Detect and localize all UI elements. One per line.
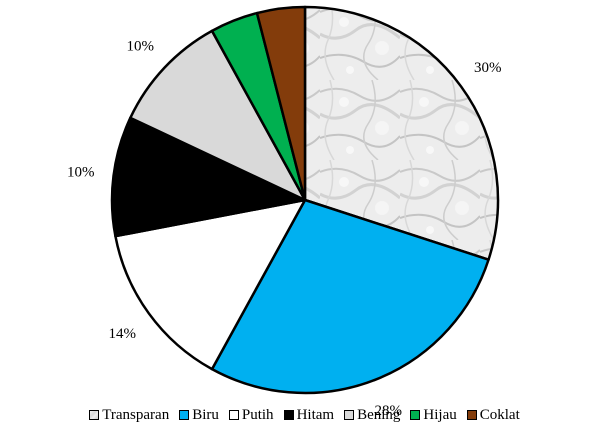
legend-label-hijau: Hijau [423, 406, 457, 423]
data-label-biru: 28% [374, 403, 402, 419]
legend-label-hitam: Hitam [296, 406, 335, 423]
legend-swatch-putih [228, 410, 239, 420]
data-label-hitam: 10% [67, 165, 95, 181]
pie-slice-bening [129, 29, 307, 202]
data-label-putih: 14% [108, 326, 136, 342]
legend-label-putih: Putih [241, 406, 274, 423]
legend-label-biru: Biru [192, 406, 219, 423]
legend-label-coklat: Coklat [479, 406, 520, 423]
pie-slice-transparan [303, 5, 500, 261]
legend-label-bening: Bening [357, 406, 401, 423]
legend-swatch-hitam [283, 410, 294, 420]
pie-slice-putih [114, 198, 307, 371]
chart-legend: Transparan Biru Putih Hitam Bening Hijau Cokla… [0, 404, 609, 426]
pie-slice-hitam [110, 116, 307, 238]
legend-label-transparan: Transparan [102, 406, 170, 423]
legend-swatch-bening [344, 410, 355, 420]
legend-swatch-transparan [89, 410, 100, 420]
pie-slices [110, 5, 500, 395]
legend-item-biru: Biru [179, 407, 219, 424]
data-label-bening: 10% [127, 38, 155, 54]
data-label-transparan: 30% [474, 60, 502, 76]
legend-item-transparan: Transparan [89, 407, 169, 424]
legend-item-hijau: Hijau [410, 406, 457, 424]
pie-slice-biru [210, 198, 490, 395]
legend-item-coklat: Coklat [466, 406, 520, 424]
legend-swatch-coklat [466, 410, 477, 420]
legend-item-hitam: Hitam [283, 406, 335, 424]
legend-item-bening: Bening [344, 407, 400, 424]
legend-swatch-hijau [410, 410, 421, 420]
pie-slice-coklat [255, 5, 307, 202]
pie-data-labels: 30%28%14%10%10%4%4% [67, 38, 502, 419]
legend-swatch-biru [179, 410, 190, 420]
legend-item-putih: Putih [228, 406, 274, 424]
